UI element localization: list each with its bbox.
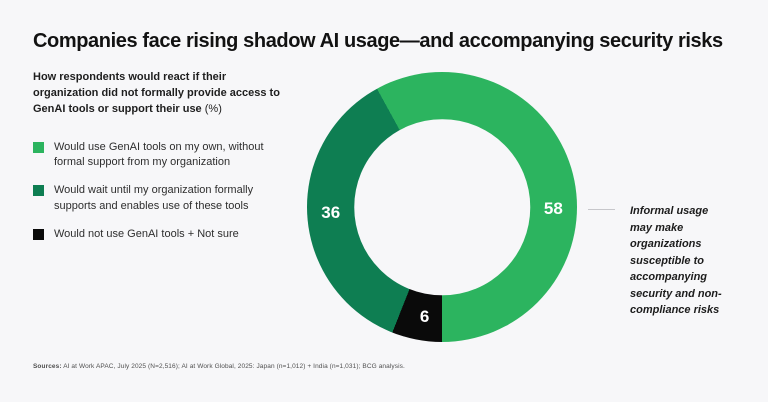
legend-label: Would not use GenAI tools + Not sure	[54, 227, 239, 240]
page-title: Companies face rising shadow AI usage—an…	[33, 30, 723, 52]
slice-value-label: 6	[419, 307, 430, 326]
donut-hole	[354, 119, 530, 295]
sources-prefix: Sources:	[33, 363, 62, 370]
slice-value-label: 58	[543, 198, 563, 218]
legend-swatch-would-not-use	[33, 228, 44, 240]
sources-text: AI at Work APAC, July 2025 (N=2,516); AI…	[63, 363, 405, 370]
chart-subtitle-text: How respondents would react if their org…	[33, 71, 280, 115]
legend-item: Would use GenAI tools on my own, without…	[33, 140, 291, 170]
legend-swatch-would-wait	[33, 185, 44, 197]
legend-label: Would wait until my organization formall…	[54, 184, 254, 212]
legend-swatch-informal-use	[33, 142, 44, 153]
slice-value-label: 36	[321, 202, 341, 222]
chart-subtitle-unit: (%)	[204, 102, 222, 115]
legend-item: Would wait until my organization formall…	[33, 183, 291, 213]
annotation-connector-line	[588, 209, 615, 210]
legend-label: Would use GenAI tools on my own, without…	[54, 141, 264, 169]
chart-subtitle: How respondents would react if their org…	[33, 70, 287, 118]
legend: Would use GenAI tools on my own, without…	[33, 140, 291, 255]
donut-chart: 58 36 6	[307, 72, 577, 342]
legend-item: Would not use GenAI tools + Not sure	[33, 227, 291, 242]
annotation-callout: Informal usage may make organizations su…	[630, 205, 722, 316]
sources-note: Sources: AI at Work APAC, July 2025 (N=2…	[33, 363, 593, 370]
